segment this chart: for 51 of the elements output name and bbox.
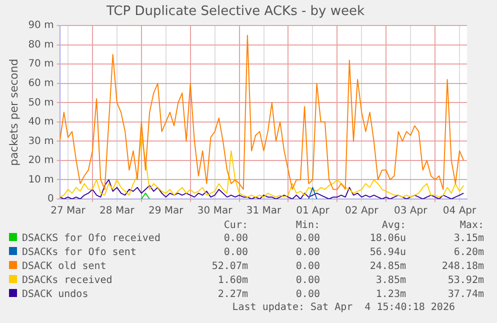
text: 1.60m xyxy=(216,274,248,288)
text: 18.06u xyxy=(368,232,406,246)
x-tick-label: 30 Mar xyxy=(197,206,234,217)
x-tick-label: 29 Mar xyxy=(148,206,184,217)
x-tick-label: 04 Apr xyxy=(442,206,478,217)
text: 37.74m xyxy=(446,288,484,302)
text: 0.00 xyxy=(294,260,320,274)
x-tick-label: 03 Apr xyxy=(394,206,428,217)
text: Last update: Sat Apr 4 15:40:18 2026 xyxy=(231,302,455,313)
legend-label: DSACKS for Ofo received xyxy=(21,232,162,246)
y-tick-label: 0 xyxy=(47,194,54,205)
text: 53.92m xyxy=(446,274,484,288)
text: 248.18m xyxy=(440,260,484,274)
text: 0.00 xyxy=(294,274,320,288)
text: Min: xyxy=(294,220,320,232)
y-tick-label: 90 m xyxy=(28,20,54,32)
legend-label: DSACK old sent xyxy=(21,260,108,274)
legend-label: DSACK undos xyxy=(21,288,90,302)
text: Avg: xyxy=(380,220,406,232)
text: Cur: xyxy=(222,220,248,232)
y-tick-label: 60 m xyxy=(28,78,54,89)
text: 1.23m xyxy=(374,288,406,302)
legend-label: DSACKs received xyxy=(21,274,114,288)
text: Max: xyxy=(458,220,484,232)
text: 24.85m xyxy=(368,260,406,274)
text: 0.00 xyxy=(294,246,320,260)
text: 2.27m xyxy=(216,288,248,302)
text: 0.00 xyxy=(294,288,320,302)
y-tick-label: 20 m xyxy=(28,155,54,166)
text: 6.20m xyxy=(452,246,484,260)
text: 52.07m xyxy=(210,260,248,274)
y-axis-title: packets per second xyxy=(7,58,20,166)
text: 3.85m xyxy=(374,274,406,288)
y-tick-label: 40 m xyxy=(28,116,54,128)
text: 0.00 xyxy=(222,232,248,246)
text: 3.15m xyxy=(452,232,484,246)
y-tick-label: 50 m xyxy=(28,97,54,108)
x-tick-label: 01 Apr xyxy=(296,206,330,217)
y-tick-label: 80 m xyxy=(28,39,54,50)
y-tick-label: 70 m xyxy=(28,58,54,70)
text: 0.00 xyxy=(222,246,248,260)
text: 0.00 xyxy=(294,232,320,246)
x-tick-label: 27 Mar xyxy=(50,206,86,217)
x-tick-label: 31 Mar xyxy=(246,206,282,217)
legend-label: DSACKs for Ofo sent xyxy=(21,246,138,260)
y-tick-label: 10 m xyxy=(28,174,54,186)
x-tick-label: 02 Apr xyxy=(345,206,380,217)
x-tick-label: 28 Mar xyxy=(100,206,136,217)
chart-title: TCP Duplicate Selective ACKs - by week xyxy=(105,4,365,20)
y-tick-label: 30 m xyxy=(28,136,54,147)
text: 56.94u xyxy=(368,246,406,260)
